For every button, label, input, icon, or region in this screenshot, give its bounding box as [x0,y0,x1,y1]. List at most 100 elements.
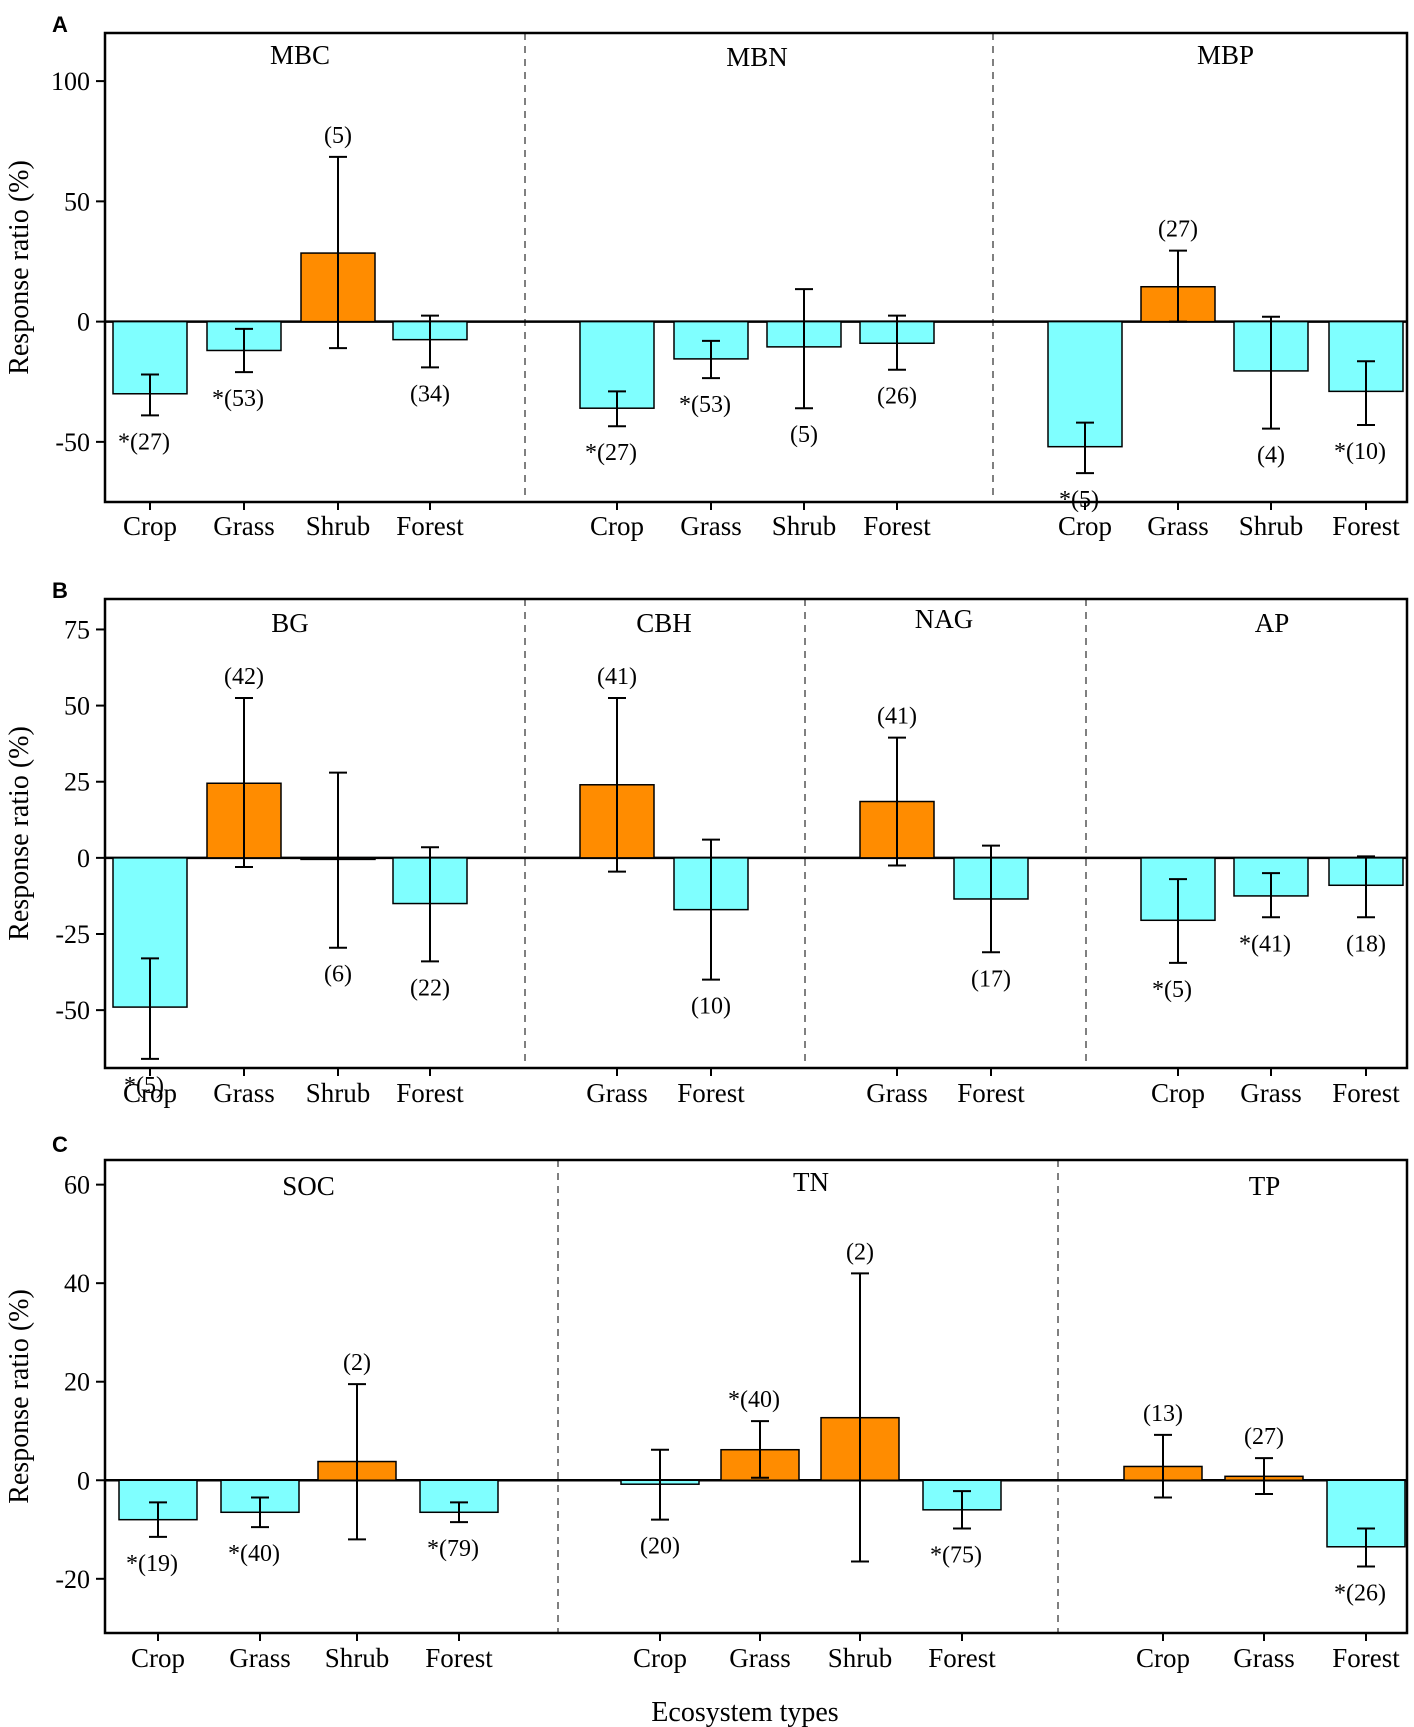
sample-size-label: *(27) [118,429,170,455]
y-tick-label: 0 [77,308,90,337]
x-tick-label: Grass [729,1643,791,1673]
panel-a: A 100 50 0 -50 Response ratio (%) MBC *(27) Crop… [4,12,1409,541]
y-tick-label: -25 [55,920,90,949]
plot-frame [103,31,1409,504]
plot-frame [103,1158,1409,1635]
x-tick-label: Crop [131,1643,185,1673]
x-tick-label: Forest [928,1643,996,1673]
x-tick-label: Shrub [828,1643,893,1673]
y-tick-label: 0 [77,1466,90,1495]
group-title: MBC [270,40,330,70]
sample-size-label: (2) [343,1350,371,1376]
y-tick-label: 20 [64,1368,90,1397]
sample-size-label: *(5) [1152,977,1192,1003]
sample-size-label: *(53) [212,386,264,412]
y-tick-label: 50 [64,692,90,721]
x-tick-label: Grass [213,511,275,541]
group-title: MBP [1197,40,1254,70]
sample-size-label: *(40) [728,1387,780,1413]
x-tick-label: Grass [1233,1643,1295,1673]
x-tick-label: Forest [1332,511,1400,541]
x-tick-label: Grass [213,1078,275,1108]
x-tick-label: Crop [1058,511,1112,541]
panel-letter: B [52,578,68,603]
x-tick-label: Crop [123,511,177,541]
x-tick-label: Crop [1136,1643,1190,1673]
sample-size-label: (20) [640,1534,680,1560]
x-tick-label: Forest [396,511,464,541]
sample-size-label: (5) [790,422,818,448]
x-tick-label: Grass [586,1078,648,1108]
x-tick-label: Grass [1147,511,1209,541]
sample-size-label: *(26) [1334,1580,1386,1606]
sample-size-label: (18) [1346,931,1386,957]
x-tick-label: Crop [590,511,644,541]
y-tick-label: -20 [55,1565,90,1594]
y-tick-label: 0 [77,844,90,873]
y-axis-label: Response ratio (%) [4,1289,35,1504]
sample-size-label: *(41) [1239,931,1291,957]
plot-frame [103,597,1409,1070]
sample-size-label: (4) [1257,443,1285,469]
group-title: NAG [915,604,974,634]
x-tick-label: Grass [1240,1078,1302,1108]
x-tick-label: Shrub [306,1078,371,1108]
sample-size-label: (2) [846,1239,874,1265]
x-tick-label: Forest [1332,1078,1400,1108]
y-tick-label: -50 [55,996,90,1025]
y-axis-label: Response ratio (%) [4,726,35,941]
sample-size-label: (10) [691,994,731,1020]
sample-size-label: *(5) [124,1073,164,1099]
sample-size-label: (27) [1158,217,1198,243]
sample-size-label: (41) [877,704,917,730]
x-tick-label: Shrub [325,1643,390,1673]
x-tick-label: Forest [863,511,931,541]
sample-size-label: (5) [324,123,352,149]
x-tick-label: Grass [229,1643,291,1673]
x-tick-label: Forest [1332,1643,1400,1673]
sample-size-label: (26) [877,384,917,410]
sample-size-label: *(75) [930,1543,982,1569]
x-tick-label: Shrub [772,511,837,541]
group-title: SOC [282,1171,335,1201]
y-tick-label: 25 [64,768,90,797]
x-tick-label: Forest [677,1078,745,1108]
sample-size-label: (6) [324,962,352,988]
sample-size-label: *(79) [427,1536,479,1562]
x-tick-label: Grass [866,1078,928,1108]
sample-size-label: (17) [971,966,1011,992]
sample-size-label: *(5) [1059,487,1099,513]
group-title: CBH [636,608,692,638]
sample-size-label: *(19) [126,1551,178,1577]
x-tick-label: Shrub [306,511,371,541]
x-tick-label: Grass [680,511,742,541]
sample-size-label: *(53) [679,392,731,418]
sample-size-label: *(10) [1334,439,1386,465]
x-tick-label: Forest [425,1643,493,1673]
group-title: BG [271,608,309,638]
y-tick-label: 50 [64,187,90,216]
sample-size-label: (41) [597,664,637,690]
y-tick-label: 75 [64,615,90,644]
panel-letter: C [52,1132,68,1157]
sample-size-label: (34) [410,381,450,407]
group-title: AP [1255,608,1290,638]
sample-size-label: *(40) [228,1541,280,1567]
x-tick-label: Crop [123,1078,177,1108]
x-tick-label: Forest [957,1078,1025,1108]
x-tick-label: Crop [633,1643,687,1673]
sample-size-label: *(27) [585,440,637,466]
sample-size-label: (27) [1244,1424,1284,1450]
panel-c: C 60 40 20 0 -20 Response ratio (%) SOC *(19) Cro… [4,1132,1409,1673]
sample-size-label: (22) [410,975,450,1001]
x-tick-label: Shrub [1239,511,1304,541]
panel-letter: A [52,12,68,37]
x-tick-label: Forest [396,1078,464,1108]
sample-size-label: (13) [1143,1401,1183,1427]
x-tick-label: Crop [1151,1078,1205,1108]
group-title: TN [793,1167,829,1197]
y-tick-label: 40 [64,1269,90,1298]
y-tick-label: -50 [55,428,90,457]
